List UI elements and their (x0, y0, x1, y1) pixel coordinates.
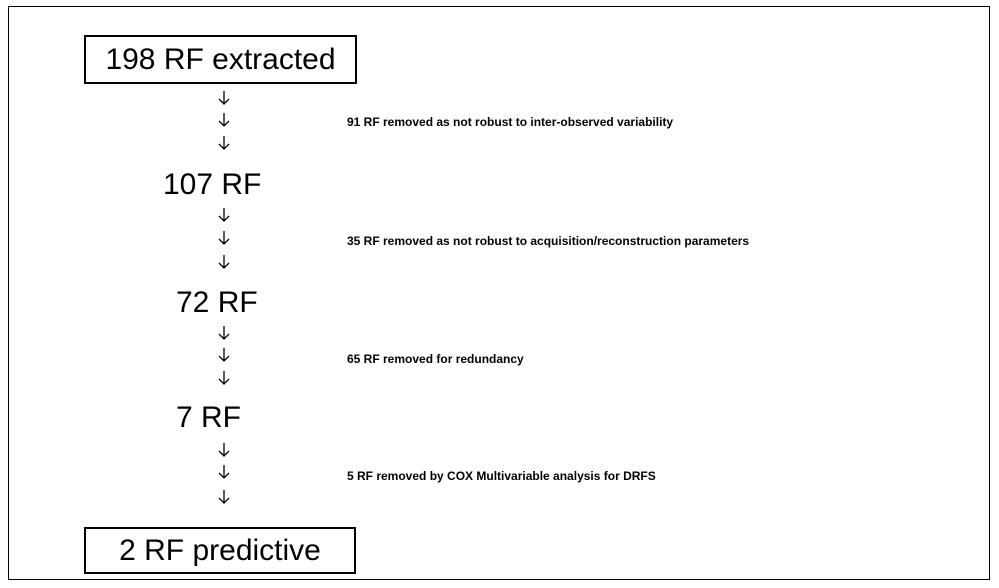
arrow (218, 113, 230, 127)
end-node: 2 RF predictive (84, 527, 356, 574)
arrow (218, 91, 230, 105)
arrow-group (218, 91, 230, 504)
arrow (218, 490, 230, 504)
frame (8, 6, 990, 580)
removal-note: 65 RF removed for redundancy (347, 352, 524, 366)
removal-note: 91 RF removed as not robust to inter-obs… (347, 115, 674, 129)
node: 7 RF (176, 401, 242, 434)
arrow (218, 443, 230, 457)
arrow (218, 465, 230, 479)
arrow (218, 255, 230, 269)
node: 107 RF (163, 168, 262, 201)
node: 72 RF (176, 286, 258, 319)
removal-note: 35 RF removed as not robust to acquisiti… (347, 234, 750, 248)
arrow (218, 326, 230, 340)
arrow (218, 231, 230, 245)
arrow (218, 371, 230, 385)
removal-note: 5 RF removed by COX Multivariable analys… (347, 469, 656, 483)
arrow (218, 208, 230, 222)
arrow (218, 348, 230, 362)
arrow (218, 136, 230, 150)
start-node: 198 RF extracted (84, 35, 357, 84)
